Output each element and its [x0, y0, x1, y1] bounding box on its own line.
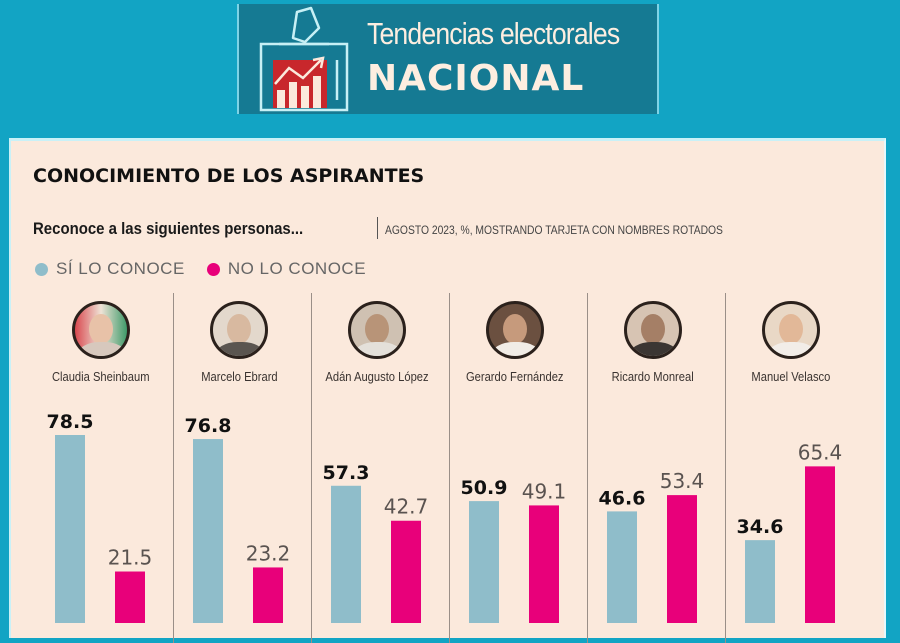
header-title: Tendencias electorales	[367, 16, 620, 51]
candidate-marcelo-ebrard: Marcelo Ebrard	[170, 301, 308, 386]
question-text: Reconoce a las siguientes personas...	[33, 219, 304, 238]
survey-note: AGOSTO 2023, %, MOSTRANDO TARJETA CON NO…	[385, 223, 723, 237]
label-si-lo-conoce-3: 50.9	[461, 477, 508, 499]
legend-label-no: NO LO CONOCE	[227, 259, 367, 278]
bar-no-lo-conoce-2	[391, 520, 421, 623]
column-separator	[311, 293, 312, 643]
avatar-photo	[762, 301, 820, 359]
avatar-photo	[486, 301, 544, 359]
header-banner: Tendencias electorales NACIONAL	[237, 4, 659, 114]
bar-no-lo-conoce-5	[805, 466, 835, 623]
candidate-name: Marcelo Ebrard	[200, 369, 278, 384]
label-no-lo-conoce-2: 42.7	[384, 495, 429, 519]
legend-item-si: SÍ LO CONOCE	[35, 259, 185, 279]
bar-si-lo-conoce-5	[745, 540, 775, 623]
label-no-lo-conoce-0: 21.5	[108, 546, 153, 570]
candidate-claudia-sheinbaum: Claudia Sheinbaum	[32, 301, 170, 386]
candidate-name: Adán Augusto López	[325, 369, 429, 384]
candidate-ricardo-monreal: Ricardo Monreal	[584, 301, 722, 386]
bar-si-lo-conoce-2	[331, 485, 361, 623]
candidate-name: Ricardo Monreal	[611, 369, 695, 384]
candidate-gerardo-fernandez: Gerardo Fernández	[446, 301, 584, 386]
label-no-lo-conoce-3: 49.1	[522, 479, 567, 503]
bar-si-lo-conoce-4	[607, 511, 637, 623]
label-no-lo-conoce-1: 23.2	[246, 541, 291, 565]
label-si-lo-conoce-4: 46.6	[599, 487, 646, 509]
section-title: CONOCIMIENTO DE LOS ASPIRANTES	[33, 165, 425, 187]
avatar-photo	[210, 301, 268, 359]
column-separator	[725, 293, 726, 643]
bar-chart: 78.5 21.5 76.8 23.2 57.3 42.7 50.9 49.1 46.6 53.4…	[47, 411, 843, 623]
legend-dot-si-icon	[35, 262, 48, 276]
bar-si-lo-conoce-1	[193, 439, 223, 623]
legend-label-si: SÍ LO CONOCE	[56, 259, 185, 278]
candidate-manuel-velasco: Manuel Velasco	[722, 301, 860, 386]
avatar-photo	[348, 301, 406, 359]
column-separator	[173, 293, 174, 643]
candidate-name: Manuel Velasco	[751, 369, 831, 384]
column-separator	[587, 293, 588, 643]
label-si-lo-conoce-5: 34.6	[737, 516, 784, 538]
bar-si-lo-conoce-0	[55, 435, 85, 623]
bar-no-lo-conoce-4	[667, 495, 697, 623]
bar-no-lo-conoce-3	[529, 505, 559, 623]
label-no-lo-conoce-4: 53.4	[660, 469, 705, 493]
label-si-lo-conoce-1: 76.8	[185, 415, 232, 437]
avatar-photo	[72, 301, 130, 359]
bar-no-lo-conoce-0	[115, 571, 145, 623]
bar-no-lo-conoce-1	[253, 567, 283, 623]
legend: SÍ LO CONOCE NO LO CONOCE	[35, 259, 388, 279]
legend-dot-no-icon	[206, 262, 220, 276]
label-si-lo-conoce-0: 78.5	[47, 411, 94, 433]
candidate-name: Gerardo Fernández	[466, 369, 564, 384]
label-no-lo-conoce-5: 65.4	[798, 440, 843, 464]
candidate-adan-augusto-lopez: Adán Augusto López	[308, 301, 446, 386]
header-subtitle: NACIONAL	[367, 58, 585, 99]
avatar-photo	[624, 301, 682, 359]
column-separator	[449, 293, 450, 643]
divider	[377, 217, 378, 239]
legend-item-no: NO LO CONOCE	[206, 259, 367, 279]
bar-si-lo-conoce-3	[469, 501, 499, 623]
candidate-name: Claudia Sheinbaum	[52, 369, 150, 384]
chart-panel: CONOCIMIENTO DE LOS ASPIRANTES Reconoce …	[9, 138, 886, 643]
label-si-lo-conoce-2: 57.3	[323, 462, 370, 484]
ballot-box-chart-icon	[259, 6, 349, 112]
